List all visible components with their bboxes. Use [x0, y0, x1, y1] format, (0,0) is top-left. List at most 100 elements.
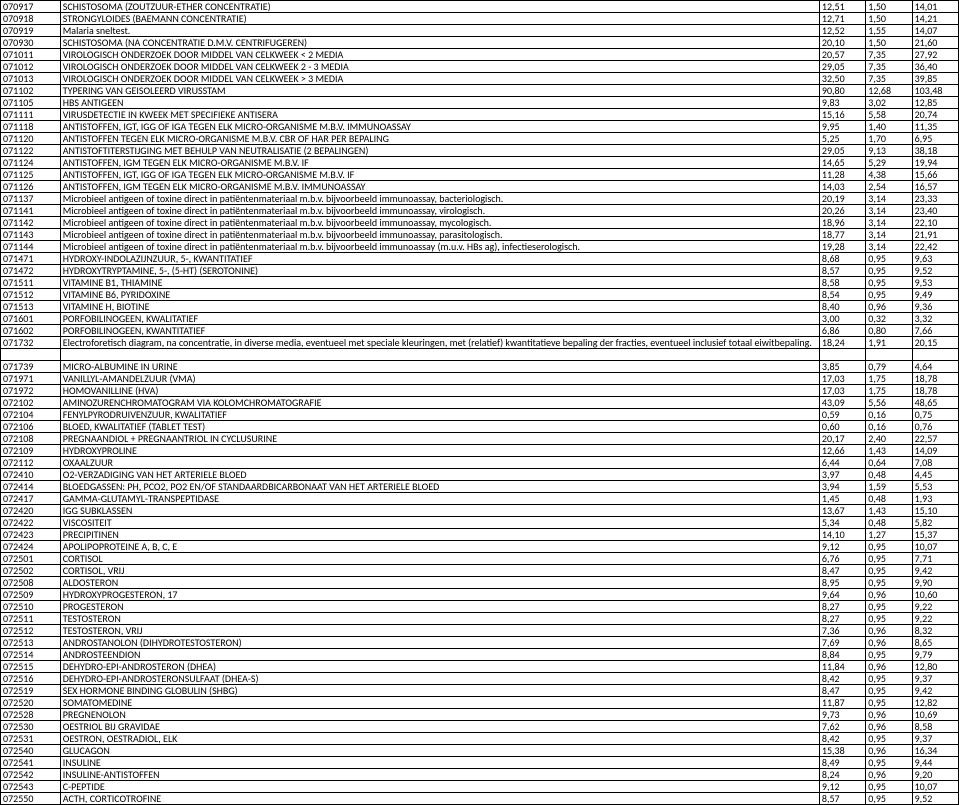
- cell-value: 7,69: [819, 637, 865, 649]
- cell-value: 15,66: [912, 169, 958, 181]
- cell-description: PRECIPITINEN: [60, 529, 819, 541]
- cell-description: HYDROXYPROGESTERON, 17: [60, 589, 819, 601]
- cell-description: ANTISTOFFEN, IGT, IGG OF IGA TEGEN ELK M…: [60, 121, 819, 133]
- table-row: 071511VITAMINE B1, THIAMINE8,580,959,53: [1, 277, 959, 289]
- cell-value: 11,87: [819, 697, 865, 709]
- cell-description: AMINOZURENCHROMATOGRAM VIA KOLOMCHROMATO…: [60, 397, 819, 409]
- cell-code: 071143: [1, 229, 61, 241]
- cell-value: 0,64: [866, 457, 912, 469]
- cell-value: 6,76: [819, 553, 865, 565]
- cell-value: 8,42: [819, 733, 865, 745]
- cell-description: Microbieel antigeen of toxine direct in …: [60, 205, 819, 217]
- cell-value: 21,91: [912, 229, 958, 241]
- table-row: 072112OXAALZUUR6,440,647,08: [1, 457, 959, 469]
- table-row: 072502CORTISOL, VRIJ8,470,959,42: [1, 565, 959, 577]
- cell-value: 1,50: [866, 13, 912, 25]
- cell-value: 5,82: [912, 517, 958, 529]
- cell-code: 071111: [1, 109, 61, 121]
- cell-code: 072540: [1, 745, 61, 757]
- cell-code: 071732: [1, 337, 61, 349]
- cell-description: HYDROXY-INDOLAZIJNZUUR, 5-, KWANTITATIEF: [60, 253, 819, 265]
- cell-description: DEHYDRO-EPI-ANDROSTERON (DHEA): [60, 661, 819, 673]
- cell-code: 071472: [1, 265, 61, 277]
- cell-value: 8,42: [819, 673, 865, 685]
- cell-value: 19,94: [912, 157, 958, 169]
- cell-value: 0,48: [866, 517, 912, 529]
- cell-description: PROGESTERON: [60, 601, 819, 613]
- cell-description: VIROLOGISCH ONDERZOEK DOOR MIDDEL VAN CE…: [60, 73, 819, 85]
- table-row: 072519SEX HORMONE BINDING GLOBULIN (SHBG…: [1, 685, 959, 697]
- cell-value: 0,95: [866, 793, 912, 805]
- table-row: 072513ANDROSTANOLON (DIHYDROTESTOSTERON)…: [1, 637, 959, 649]
- cell-description: SCHISTOSOMA (NA CONCENTRATIE D.M.V. CENT…: [60, 37, 819, 49]
- cell-code: 071122: [1, 145, 61, 157]
- cell-code: 071142: [1, 217, 61, 229]
- cell-value: 3,14: [866, 217, 912, 229]
- cell-value: 9,13: [866, 145, 912, 157]
- cell-value: 23,40: [912, 205, 958, 217]
- cell-value: 10,60: [912, 589, 958, 601]
- cell-value: 1,43: [866, 505, 912, 517]
- cell-value: 0,79: [866, 361, 912, 373]
- cell-value: 9,20: [912, 769, 958, 781]
- cell-value: 9,83: [819, 97, 865, 109]
- cell-value: 0,96: [866, 769, 912, 781]
- table-row: 072542INSULINE-ANTISTOFFEN8,240,969,20: [1, 769, 959, 781]
- cell-code: 072513: [1, 637, 61, 649]
- cell-description: OESTRON, OESTRADIOL, ELK: [60, 733, 819, 745]
- cell-description: ANTISTOFFEN, IGM TEGEN ELK MICRO-ORGANIS…: [60, 181, 819, 193]
- cell-value: 6,44: [819, 457, 865, 469]
- cell-description: PREGNENOLON: [60, 709, 819, 721]
- cell-value: 1,70: [866, 133, 912, 145]
- cell-value: 0,95: [866, 265, 912, 277]
- cell-value: 8,24: [819, 769, 865, 781]
- cell-description: HYDROXYTRYPTAMINE, 5-, (5-HT) (SEROTONIN…: [60, 265, 819, 277]
- cell-description: DEHYDRO-EPI-ANDROSTERONSULFAAT (DHEA-S): [60, 673, 819, 685]
- cell-description: HYDROXYPROLINE: [60, 445, 819, 457]
- cell-value: 8,32: [912, 625, 958, 637]
- cell-value: 10,69: [912, 709, 958, 721]
- cell-value: 1,40: [866, 121, 912, 133]
- cell-value: 90,80: [819, 85, 865, 97]
- table-row: 072508ALDOSTERON8,950,959,90: [1, 577, 959, 589]
- cell-value: 9,12: [819, 781, 865, 793]
- cell-value: 12,80: [912, 661, 958, 673]
- cell-code: 071105: [1, 97, 61, 109]
- table-row: 072541INSULINE8,490,959,44: [1, 757, 959, 769]
- cell-code: 072104: [1, 409, 61, 421]
- cell-value: 0,96: [866, 661, 912, 673]
- table-row: 072543C-PEPTIDE9,120,9510,07: [1, 781, 959, 793]
- cell-value: 1,43: [866, 445, 912, 457]
- cell-value: 9,37: [912, 673, 958, 685]
- cell-value: 8,47: [819, 565, 865, 577]
- cell-code: 072511: [1, 613, 61, 625]
- table-row: 071105HBS ANTIGEEN9,833,0212,85: [1, 97, 959, 109]
- table-row: 072512TESTOSTERON, VRIJ7,360,968,32: [1, 625, 959, 637]
- table-row: 072424APOLIPOPROTEINE A, B, C, E9,120,95…: [1, 541, 959, 553]
- cell-value: 1,27: [866, 529, 912, 541]
- cell-description: GLUCAGON: [60, 745, 819, 757]
- cell-value: 1,50: [866, 1, 912, 13]
- cell-value: 18,77: [819, 229, 865, 241]
- table-row: 071472HYDROXYTRYPTAMINE, 5-, (5-HT) (SER…: [1, 265, 959, 277]
- cell-description: PREGNAANDIOL + PREGNAANTRIOL IN CYCLUSUR…: [60, 433, 819, 445]
- cell-value: 8,58: [912, 721, 958, 733]
- cell-code: [1, 349, 61, 361]
- cell-code: 071013: [1, 73, 61, 85]
- cell-description: BLOEDGASSEN: PH, PCO2, PO2 EN/OF STANDAA…: [60, 481, 819, 493]
- cell-value: 19,28: [819, 241, 865, 253]
- cell-code: 072515: [1, 661, 61, 673]
- cell-code: 072531: [1, 733, 61, 745]
- cell-description: ANTISTOFFEN, IGM TEGEN ELK MICRO-ORGANIS…: [60, 157, 819, 169]
- cell-value: 12,85: [912, 97, 958, 109]
- cell-value: 9,22: [912, 613, 958, 625]
- cell-value: 39,85: [912, 73, 958, 85]
- table-row: 072510PROGESTERON8,270,959,22: [1, 601, 959, 613]
- cell-code: 072108: [1, 433, 61, 445]
- cell-value: 29,05: [819, 61, 865, 73]
- cell-description: VITAMINE H, BIOTINE: [60, 301, 819, 313]
- cell-description: VIROLOGISCH ONDERZOEK DOOR MIDDEL VAN CE…: [60, 61, 819, 73]
- cell-description: TYPERING VAN GEISOLEERD VIRUSSTAM: [60, 85, 819, 97]
- cell-description: VIROLOGISCH ONDERZOEK DOOR MIDDEL VAN CE…: [60, 49, 819, 61]
- cell-code: 072501: [1, 553, 61, 565]
